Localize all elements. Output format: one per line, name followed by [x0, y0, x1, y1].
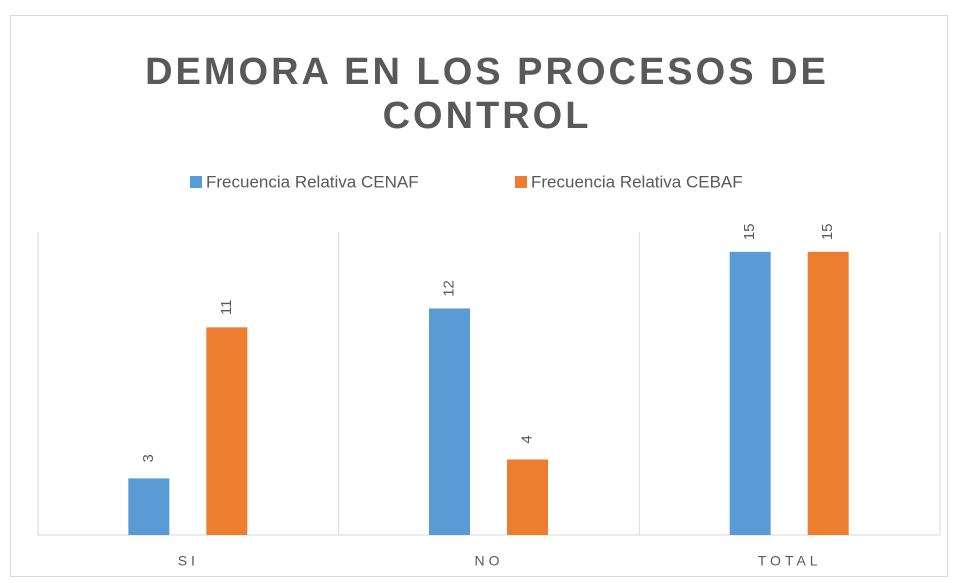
- bar: [729, 251, 771, 535]
- x-tick-label: SI: [178, 553, 199, 569]
- x-tick-label: TOTAL: [758, 553, 822, 569]
- data-label: 4: [518, 435, 535, 443]
- bar: [807, 251, 849, 535]
- data-label: 12: [440, 280, 457, 297]
- chart-title: DEMORA EN LOS PROCESOS DE CONTROL: [145, 51, 829, 137]
- bar: [429, 308, 470, 535]
- data-label: 15: [741, 223, 758, 240]
- legend-swatch: [190, 176, 202, 188]
- legend-swatch: [515, 176, 527, 188]
- bar: [206, 327, 248, 535]
- data-label: 11: [218, 300, 235, 316]
- bar: [128, 478, 170, 535]
- bar: [507, 459, 548, 535]
- data-label: 15: [819, 223, 836, 240]
- legend-label: Frecuencia Relativa CEBAF: [531, 172, 743, 191]
- data-label: 3: [140, 454, 157, 462]
- x-tick-label: NO: [475, 553, 504, 569]
- legend-label: Frecuencia Relativa CENAF: [206, 172, 419, 191]
